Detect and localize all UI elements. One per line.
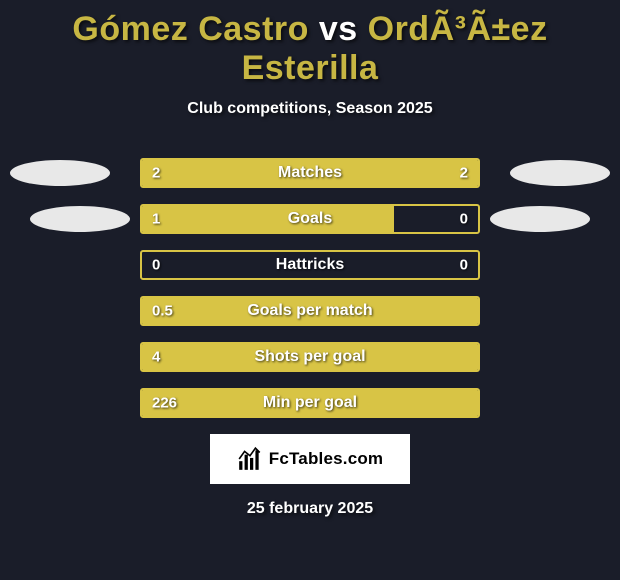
page-title: Gómez Castro vs OrdÃ³Ã±ez Esterilla: [0, 0, 620, 88]
bar-track: 0.5 Goals per match: [140, 296, 480, 326]
chart-bars-icon: [237, 446, 263, 472]
bar-value-player1: 0: [152, 257, 160, 274]
bar-value-player1: 4: [152, 349, 160, 366]
bar-label: Hattricks: [276, 256, 344, 274]
bar-value-player2: 0: [460, 211, 468, 228]
comparison-chart: 2 2 Matches 1 0 Goals 0 0 Hattricks 0.5 Goals per …: [0, 158, 620, 418]
date-line: 25 february 2025: [0, 500, 620, 518]
player1-avatar: [30, 206, 130, 232]
logo-text: FcTables.com: [269, 449, 384, 469]
fctables-logo[interactable]: FcTables.com: [210, 434, 410, 484]
player2-avatar: [510, 160, 610, 186]
bar-row: 1 0 Goals: [0, 204, 620, 234]
bar-row: 2 2 Matches: [0, 158, 620, 188]
bar-track: 0 0 Hattricks: [140, 250, 480, 280]
bar-row: 0 0 Hattricks: [0, 250, 620, 280]
bar-fill-player1: [142, 206, 394, 232]
bar-track: 2 2 Matches: [140, 158, 480, 188]
title-player1: Gómez Castro: [72, 10, 309, 48]
bar-track: 226 Min per goal: [140, 388, 480, 418]
bar-label: Min per goal: [263, 394, 357, 412]
bar-label: Matches: [278, 164, 342, 182]
player2-avatar: [490, 206, 590, 232]
bar-value-player2: 0: [460, 257, 468, 274]
bar-label: Shots per goal: [254, 348, 365, 366]
bar-value-player1: 226: [152, 395, 177, 412]
bar-value-player2: 2: [460, 165, 468, 182]
bar-value-player1: 1: [152, 211, 160, 228]
bar-label: Goals per match: [247, 302, 372, 320]
bar-row: 0.5 Goals per match: [0, 296, 620, 326]
bar-row: 4 Shots per goal: [0, 342, 620, 372]
player1-avatar: [10, 160, 110, 186]
subtitle: Club competitions, Season 2025: [0, 100, 620, 118]
bar-label: Goals: [288, 210, 332, 228]
bar-track: 4 Shots per goal: [140, 342, 480, 372]
bar-track: 1 0 Goals: [140, 204, 480, 234]
bar-value-player1: 0.5: [152, 303, 173, 320]
bar-value-player1: 2: [152, 165, 160, 182]
bar-row: 226 Min per goal: [0, 388, 620, 418]
title-vs: vs: [309, 10, 368, 48]
